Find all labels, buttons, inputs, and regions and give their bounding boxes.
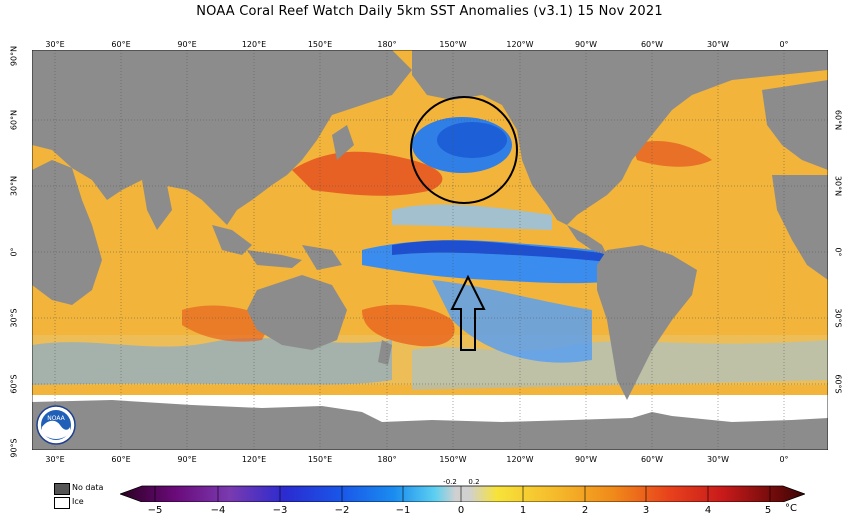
lon-label: 120°E (241, 455, 267, 464)
colorbar-tick: 4 (704, 505, 712, 516)
lon-label: 120°E (241, 40, 267, 49)
annotation-circle (410, 96, 518, 204)
lon-label: 60°W (640, 455, 664, 464)
lat-label: 90°N (9, 45, 19, 67)
lon-label: 30°W (706, 40, 730, 49)
colorbar-tick: −3 (272, 505, 288, 516)
lon-label: 90°W (574, 455, 598, 464)
lon-label: 0° (779, 40, 789, 49)
lat-label: 60°S (833, 374, 843, 394)
lon-label: 150°E (307, 40, 333, 49)
lon-label: 0° (779, 455, 789, 464)
lat-label: 30°S (9, 308, 19, 328)
lon-label: 180° (377, 455, 397, 464)
lat-label: 90°S (9, 438, 19, 458)
land-south-america (597, 245, 697, 400)
map-graticule (32, 50, 828, 450)
colorbar-unit: °C (785, 503, 797, 514)
ice-label: Ice (72, 497, 84, 506)
lon-label: 120°W (506, 40, 534, 49)
lon-label: 90°W (574, 40, 598, 49)
colorbar-tick: 3 (642, 505, 650, 516)
colorbar-tick: 2 (581, 505, 589, 516)
lon-label: 90°E (177, 40, 197, 49)
noaa-logo-text: NOAA (47, 415, 65, 422)
lon-label: 30°E (45, 455, 65, 464)
colorbar-tick: 5 (764, 505, 772, 516)
lon-label: 90°E (177, 455, 197, 464)
lat-label: 0° (9, 247, 19, 257)
lat-label: 30°N (833, 175, 843, 197)
lon-label: 120°W (506, 455, 534, 464)
lon-label: 30°E (45, 40, 65, 49)
no-data-label: No data (72, 483, 104, 492)
sst-anomaly-map (32, 50, 828, 450)
lat-label: 60°N (833, 109, 843, 131)
lon-label: 150°E (307, 455, 333, 464)
colorbar-minor-label: 0.2 (468, 478, 480, 486)
lat-label: 30°N (9, 175, 19, 197)
lat-label: 60°N (9, 109, 19, 131)
land-eurasia (32, 50, 412, 225)
land-africa (32, 160, 102, 305)
colorbar-tick: 0 (457, 505, 465, 516)
colorbar-tick: −4 (210, 505, 226, 516)
lon-label: 30°W (706, 455, 730, 464)
annotation-arrow (450, 274, 486, 351)
lon-label: 60°W (640, 40, 664, 49)
lat-label: 0° (833, 247, 843, 257)
land-australia (247, 275, 347, 350)
colorbar (120, 485, 805, 502)
no-data-swatch (54, 483, 70, 495)
hot-anomaly-nw-pacific (292, 151, 443, 196)
colorbar-tick: −2 (334, 505, 350, 516)
map-title: NOAA Coral Reef Watch Daily 5km SST Anom… (196, 4, 663, 19)
colorbar-tick: 1 (519, 505, 527, 516)
lat-label: 60°S (9, 374, 19, 394)
lon-label: 180° (377, 40, 397, 49)
lat-label: 30°S (833, 308, 843, 328)
colorbar-tick: −1 (395, 505, 411, 516)
noaa-logo: NOAA (36, 405, 76, 445)
antarctica-land (32, 400, 828, 450)
colorbar-tick: −5 (147, 505, 163, 516)
lon-label: 60°E (111, 455, 131, 464)
lon-label: 150°W (439, 40, 467, 49)
lon-label: 60°E (111, 40, 131, 49)
land-north-america (412, 50, 828, 225)
lon-label: 150°W (439, 455, 467, 464)
colorbar-minor-label: -0.2 (443, 478, 457, 486)
ice-swatch (54, 497, 70, 509)
